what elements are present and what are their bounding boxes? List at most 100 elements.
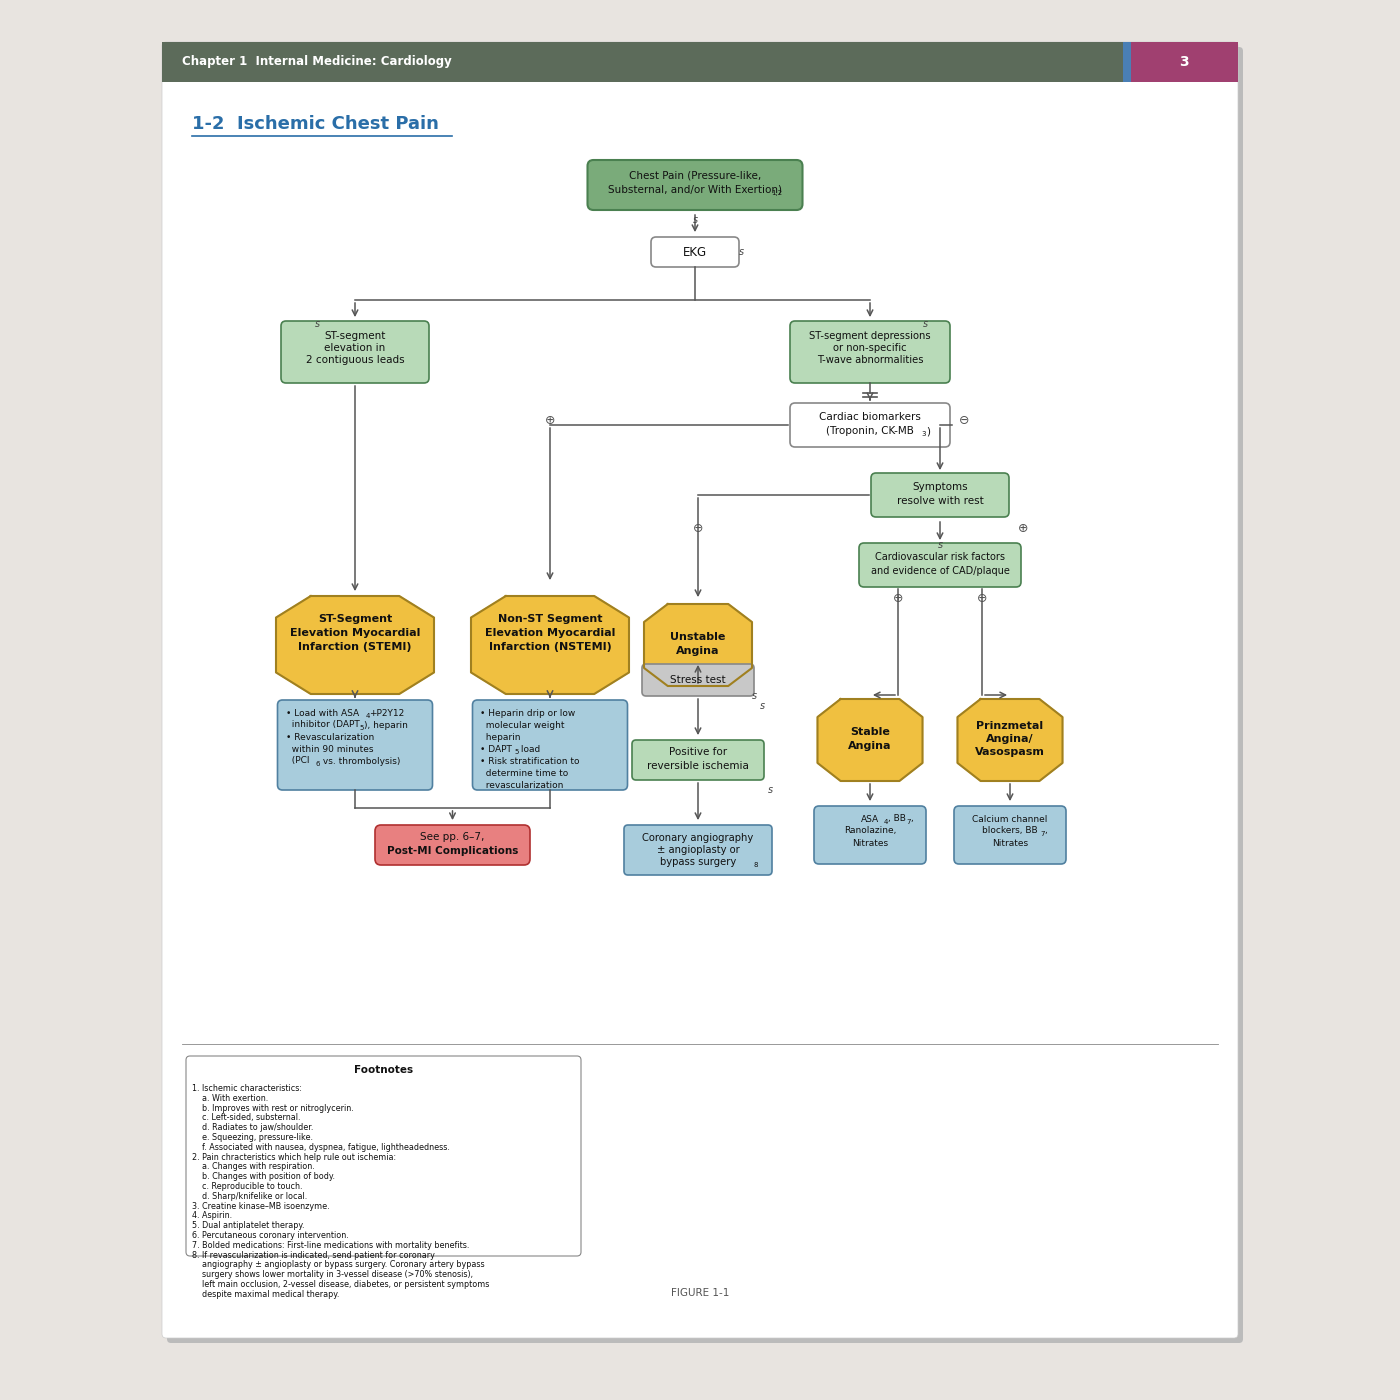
FancyBboxPatch shape	[1131, 42, 1238, 83]
Text: Nitrates: Nitrates	[993, 839, 1028, 847]
Text: (Troponin, CK-MB: (Troponin, CK-MB	[826, 426, 914, 435]
FancyBboxPatch shape	[953, 806, 1065, 864]
Text: ), heparin: ), heparin	[364, 721, 407, 729]
Text: • Risk stratification to: • Risk stratification to	[480, 756, 580, 766]
Text: ⊖: ⊖	[977, 592, 987, 605]
Text: Unstable: Unstable	[671, 631, 725, 643]
Text: EKG: EKG	[683, 245, 707, 259]
Text: • DAPT: • DAPT	[480, 745, 512, 753]
Text: reversible ischemia: reversible ischemia	[647, 762, 749, 771]
Text: bypass surgery: bypass surgery	[659, 857, 736, 867]
Text: and evidence of CAD/plaque: and evidence of CAD/plaque	[871, 566, 1009, 575]
Text: s: s	[315, 319, 319, 329]
Text: Vasospasm: Vasospasm	[974, 748, 1044, 757]
Text: ST-segment: ST-segment	[325, 330, 385, 342]
Text: 6. Percutaneous coronary intervention.: 6. Percutaneous coronary intervention.	[192, 1231, 349, 1240]
Text: c. Left-sided, substernal.: c. Left-sided, substernal.	[192, 1113, 301, 1123]
FancyBboxPatch shape	[277, 700, 433, 790]
Text: a. With exertion.: a. With exertion.	[192, 1093, 269, 1103]
Text: Positive for: Positive for	[669, 748, 727, 757]
Text: load: load	[518, 745, 540, 753]
Text: 1. Ischemic characteristics:: 1. Ischemic characteristics:	[192, 1084, 302, 1093]
Text: ,: ,	[1044, 826, 1047, 836]
Text: ): )	[925, 426, 930, 435]
Text: Angina: Angina	[848, 741, 892, 750]
Text: Chest Pain (Pressure-like,: Chest Pain (Pressure-like,	[629, 171, 762, 181]
Text: Angina: Angina	[676, 645, 720, 657]
Text: Prinzmetal: Prinzmetal	[976, 721, 1043, 731]
Text: • Load with ASA: • Load with ASA	[286, 708, 358, 717]
Text: 3. Creatine kinase–MB isoenzyme.: 3. Creatine kinase–MB isoenzyme.	[192, 1201, 329, 1211]
Text: despite maximal medical therapy.: despite maximal medical therapy.	[192, 1289, 339, 1299]
Text: within 90 minutes: within 90 minutes	[286, 745, 372, 753]
Text: 1,2: 1,2	[771, 190, 783, 196]
Text: Stable: Stable	[850, 727, 890, 736]
Text: Stress test: Stress test	[671, 675, 725, 685]
FancyBboxPatch shape	[162, 42, 1238, 83]
FancyBboxPatch shape	[860, 543, 1021, 587]
Text: 5: 5	[515, 749, 519, 755]
Text: or non-specific: or non-specific	[833, 343, 907, 353]
Text: 7: 7	[1040, 832, 1044, 837]
Text: 3: 3	[1179, 55, 1189, 69]
Text: Nitrates: Nitrates	[853, 839, 888, 847]
Text: s: s	[767, 785, 773, 795]
Polygon shape	[818, 699, 923, 781]
FancyBboxPatch shape	[643, 664, 755, 696]
Text: Cardiac biomarkers: Cardiac biomarkers	[819, 412, 921, 421]
FancyBboxPatch shape	[651, 237, 739, 267]
Text: f. Associated with nausea, dyspnea, fatigue, lightheadedness.: f. Associated with nausea, dyspnea, fati…	[192, 1142, 449, 1152]
Text: ST-Segment: ST-Segment	[318, 615, 392, 624]
Text: d. Radiates to jaw/shoulder.: d. Radiates to jaw/shoulder.	[192, 1123, 314, 1133]
Text: ⊖: ⊖	[959, 413, 969, 427]
Text: 5. Dual antiplatelet therapy.: 5. Dual antiplatelet therapy.	[192, 1221, 305, 1231]
Text: determine time to: determine time to	[480, 769, 568, 777]
FancyBboxPatch shape	[790, 403, 951, 447]
Text: Ranolazine,: Ranolazine,	[844, 826, 896, 836]
Text: heparin: heparin	[480, 732, 521, 742]
Text: resolve with rest: resolve with rest	[896, 496, 983, 505]
Polygon shape	[276, 596, 434, 694]
FancyBboxPatch shape	[281, 321, 428, 384]
Text: FIGURE 1-1: FIGURE 1-1	[671, 1288, 729, 1298]
Text: 5: 5	[360, 725, 364, 731]
Text: left main occlusion, 2-vessel disease, diabetes, or persistent symptoms: left main occlusion, 2-vessel disease, d…	[192, 1280, 490, 1289]
Text: Non-ST Segment: Non-ST Segment	[498, 615, 602, 624]
Text: b. Changes with position of body.: b. Changes with position of body.	[192, 1172, 335, 1182]
Text: 6: 6	[315, 762, 321, 767]
Text: 8. If revascularization is indicated, send patient for coronary: 8. If revascularization is indicated, se…	[192, 1250, 435, 1260]
FancyBboxPatch shape	[1123, 42, 1131, 83]
Text: 4. Aspirin.: 4. Aspirin.	[192, 1211, 232, 1221]
Text: ± angioplasty or: ± angioplasty or	[657, 846, 739, 855]
Text: s: s	[738, 246, 743, 258]
FancyBboxPatch shape	[473, 700, 627, 790]
Polygon shape	[644, 603, 752, 686]
Polygon shape	[958, 699, 1063, 781]
FancyBboxPatch shape	[871, 473, 1009, 517]
FancyBboxPatch shape	[790, 321, 951, 384]
Text: Footnotes: Footnotes	[354, 1065, 413, 1075]
Text: +P2Y12: +P2Y12	[370, 708, 405, 717]
Text: • Revascularization: • Revascularization	[286, 732, 374, 742]
Text: 7: 7	[906, 819, 910, 825]
FancyBboxPatch shape	[186, 1056, 581, 1256]
Text: s: s	[923, 319, 928, 329]
Text: s: s	[759, 701, 764, 711]
FancyBboxPatch shape	[162, 42, 1238, 1338]
Text: Cardiovascular risk factors: Cardiovascular risk factors	[875, 552, 1005, 561]
Text: 2. Pain chracteristics which help rule out ischemia:: 2. Pain chracteristics which help rule o…	[192, 1152, 396, 1162]
Text: ST-segment depressions: ST-segment depressions	[809, 330, 931, 342]
Text: Calcium channel: Calcium channel	[973, 815, 1047, 823]
Text: c. Reproducible to touch.: c. Reproducible to touch.	[192, 1182, 302, 1191]
Text: ,: ,	[910, 815, 913, 823]
Text: b. Improves with rest or nitroglycerin.: b. Improves with rest or nitroglycerin.	[192, 1103, 354, 1113]
Text: ⊕: ⊕	[545, 413, 556, 427]
Text: ASA: ASA	[861, 815, 879, 823]
Text: Symptoms: Symptoms	[913, 482, 967, 491]
Text: s: s	[938, 540, 942, 550]
Text: Infarction (NSTEMI): Infarction (NSTEMI)	[489, 643, 612, 652]
Text: e. Squeezing, pressure-like.: e. Squeezing, pressure-like.	[192, 1133, 314, 1142]
Text: Substernal, and/or With Exertion): Substernal, and/or With Exertion)	[608, 185, 783, 195]
Text: 4: 4	[883, 819, 889, 825]
FancyBboxPatch shape	[813, 806, 925, 864]
